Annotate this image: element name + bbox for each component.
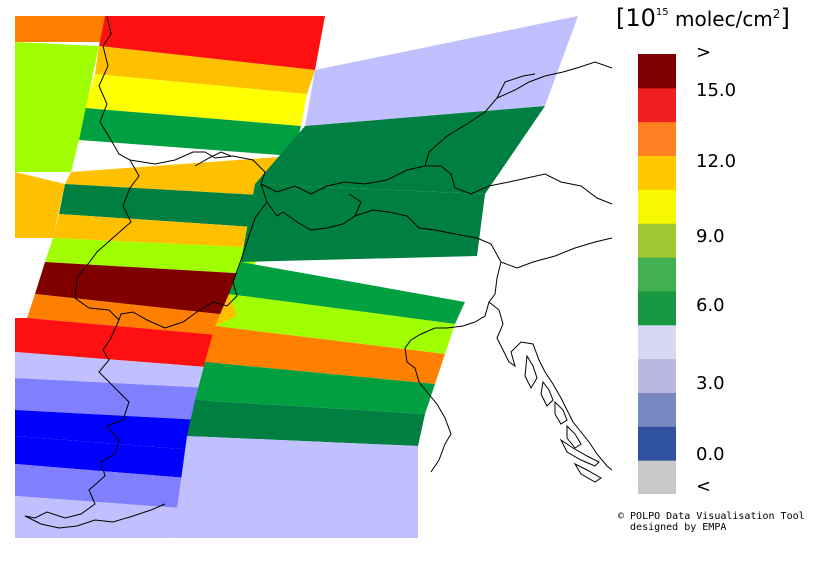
legend-label-0: 0.0 (696, 444, 725, 465)
swath-band (173, 436, 418, 538)
island (559, 438, 600, 467)
legend-swatch (638, 223, 676, 258)
coastline (24, 503, 166, 529)
credit-line-1: © POLPO Data Visualisation Tool (618, 511, 805, 522)
border-line (260, 183, 502, 303)
map-panel (15, 16, 612, 538)
swath-band (85, 74, 307, 126)
swath-band (95, 46, 315, 94)
swath-band (79, 108, 301, 156)
swath-band (35, 262, 251, 316)
swath-band (27, 294, 237, 336)
island (573, 462, 602, 483)
border-line (424, 61, 612, 167)
border-line (129, 151, 612, 205)
unit-square: 2 (772, 7, 781, 21)
swath-band (187, 400, 425, 446)
legend-swatch (638, 155, 676, 190)
swath-band (241, 184, 485, 262)
unit-text: molec/cm (668, 7, 773, 31)
unit-title: [1015 molec/cm2] (616, 4, 790, 32)
credit-line-2: designed by EMPA (618, 522, 727, 533)
swath-band (15, 378, 211, 420)
border-line (118, 201, 268, 329)
swath-band (99, 16, 325, 70)
legend-label-lt: < (696, 476, 712, 497)
legend-swatch (638, 87, 676, 123)
swath-band (15, 464, 187, 508)
swath-band (215, 294, 455, 354)
legend-swatch (638, 358, 676, 393)
legend-label-9: 9.0 (696, 226, 725, 247)
credit-text: © POLPO Data Visualisation Tool designed… (618, 511, 805, 533)
legend-swatch (638, 189, 676, 224)
legend-swatch (638, 257, 676, 292)
swath-band (15, 16, 111, 42)
border-line (348, 193, 362, 217)
swath-band (15, 318, 229, 368)
island (524, 354, 538, 390)
bracket-close: ] (780, 4, 790, 32)
swath-band (65, 156, 293, 196)
legend-label-3: 3.0 (696, 373, 725, 394)
satellite-swath (15, 16, 612, 538)
coastline (488, 301, 612, 471)
swath-band (15, 436, 195, 478)
legend-label-15: 15.0 (696, 80, 737, 101)
border-line (24, 16, 140, 519)
border-line (194, 151, 232, 167)
swath-band (15, 410, 203, 450)
border-line (496, 73, 536, 99)
color-legend (638, 54, 676, 494)
legend-swatch (638, 324, 676, 360)
legend-swatch (638, 426, 676, 461)
swath-band (53, 214, 269, 248)
swath-band (195, 362, 435, 414)
unit-exponent: 15 (655, 7, 669, 18)
swath-band (15, 42, 99, 172)
border-line (500, 237, 612, 269)
swath-band (15, 352, 219, 388)
legend-label-6: 6.0 (696, 295, 725, 316)
legend-swatch (638, 460, 676, 494)
legend-swatch (638, 290, 676, 326)
legend-swatch (638, 121, 676, 157)
swath-band (205, 326, 445, 384)
island (554, 400, 568, 425)
swath-band (59, 184, 277, 228)
swath-band (255, 106, 545, 194)
bracket-open: [10 (616, 4, 656, 32)
no2-swath-map (15, 16, 612, 538)
swath-band (15, 172, 65, 238)
coastlines-borders (24, 16, 612, 529)
legend-swatch (638, 54, 676, 89)
island (566, 424, 582, 449)
legend-label-12: 12.0 (696, 151, 737, 172)
swath-band (229, 262, 465, 324)
swath-outside-area (418, 16, 612, 538)
island (540, 380, 554, 407)
legend-swatch (638, 392, 676, 427)
swath-band (305, 16, 578, 126)
legend-label-gt: > (696, 42, 712, 63)
coastline (404, 301, 490, 473)
swath-band (45, 238, 261, 274)
